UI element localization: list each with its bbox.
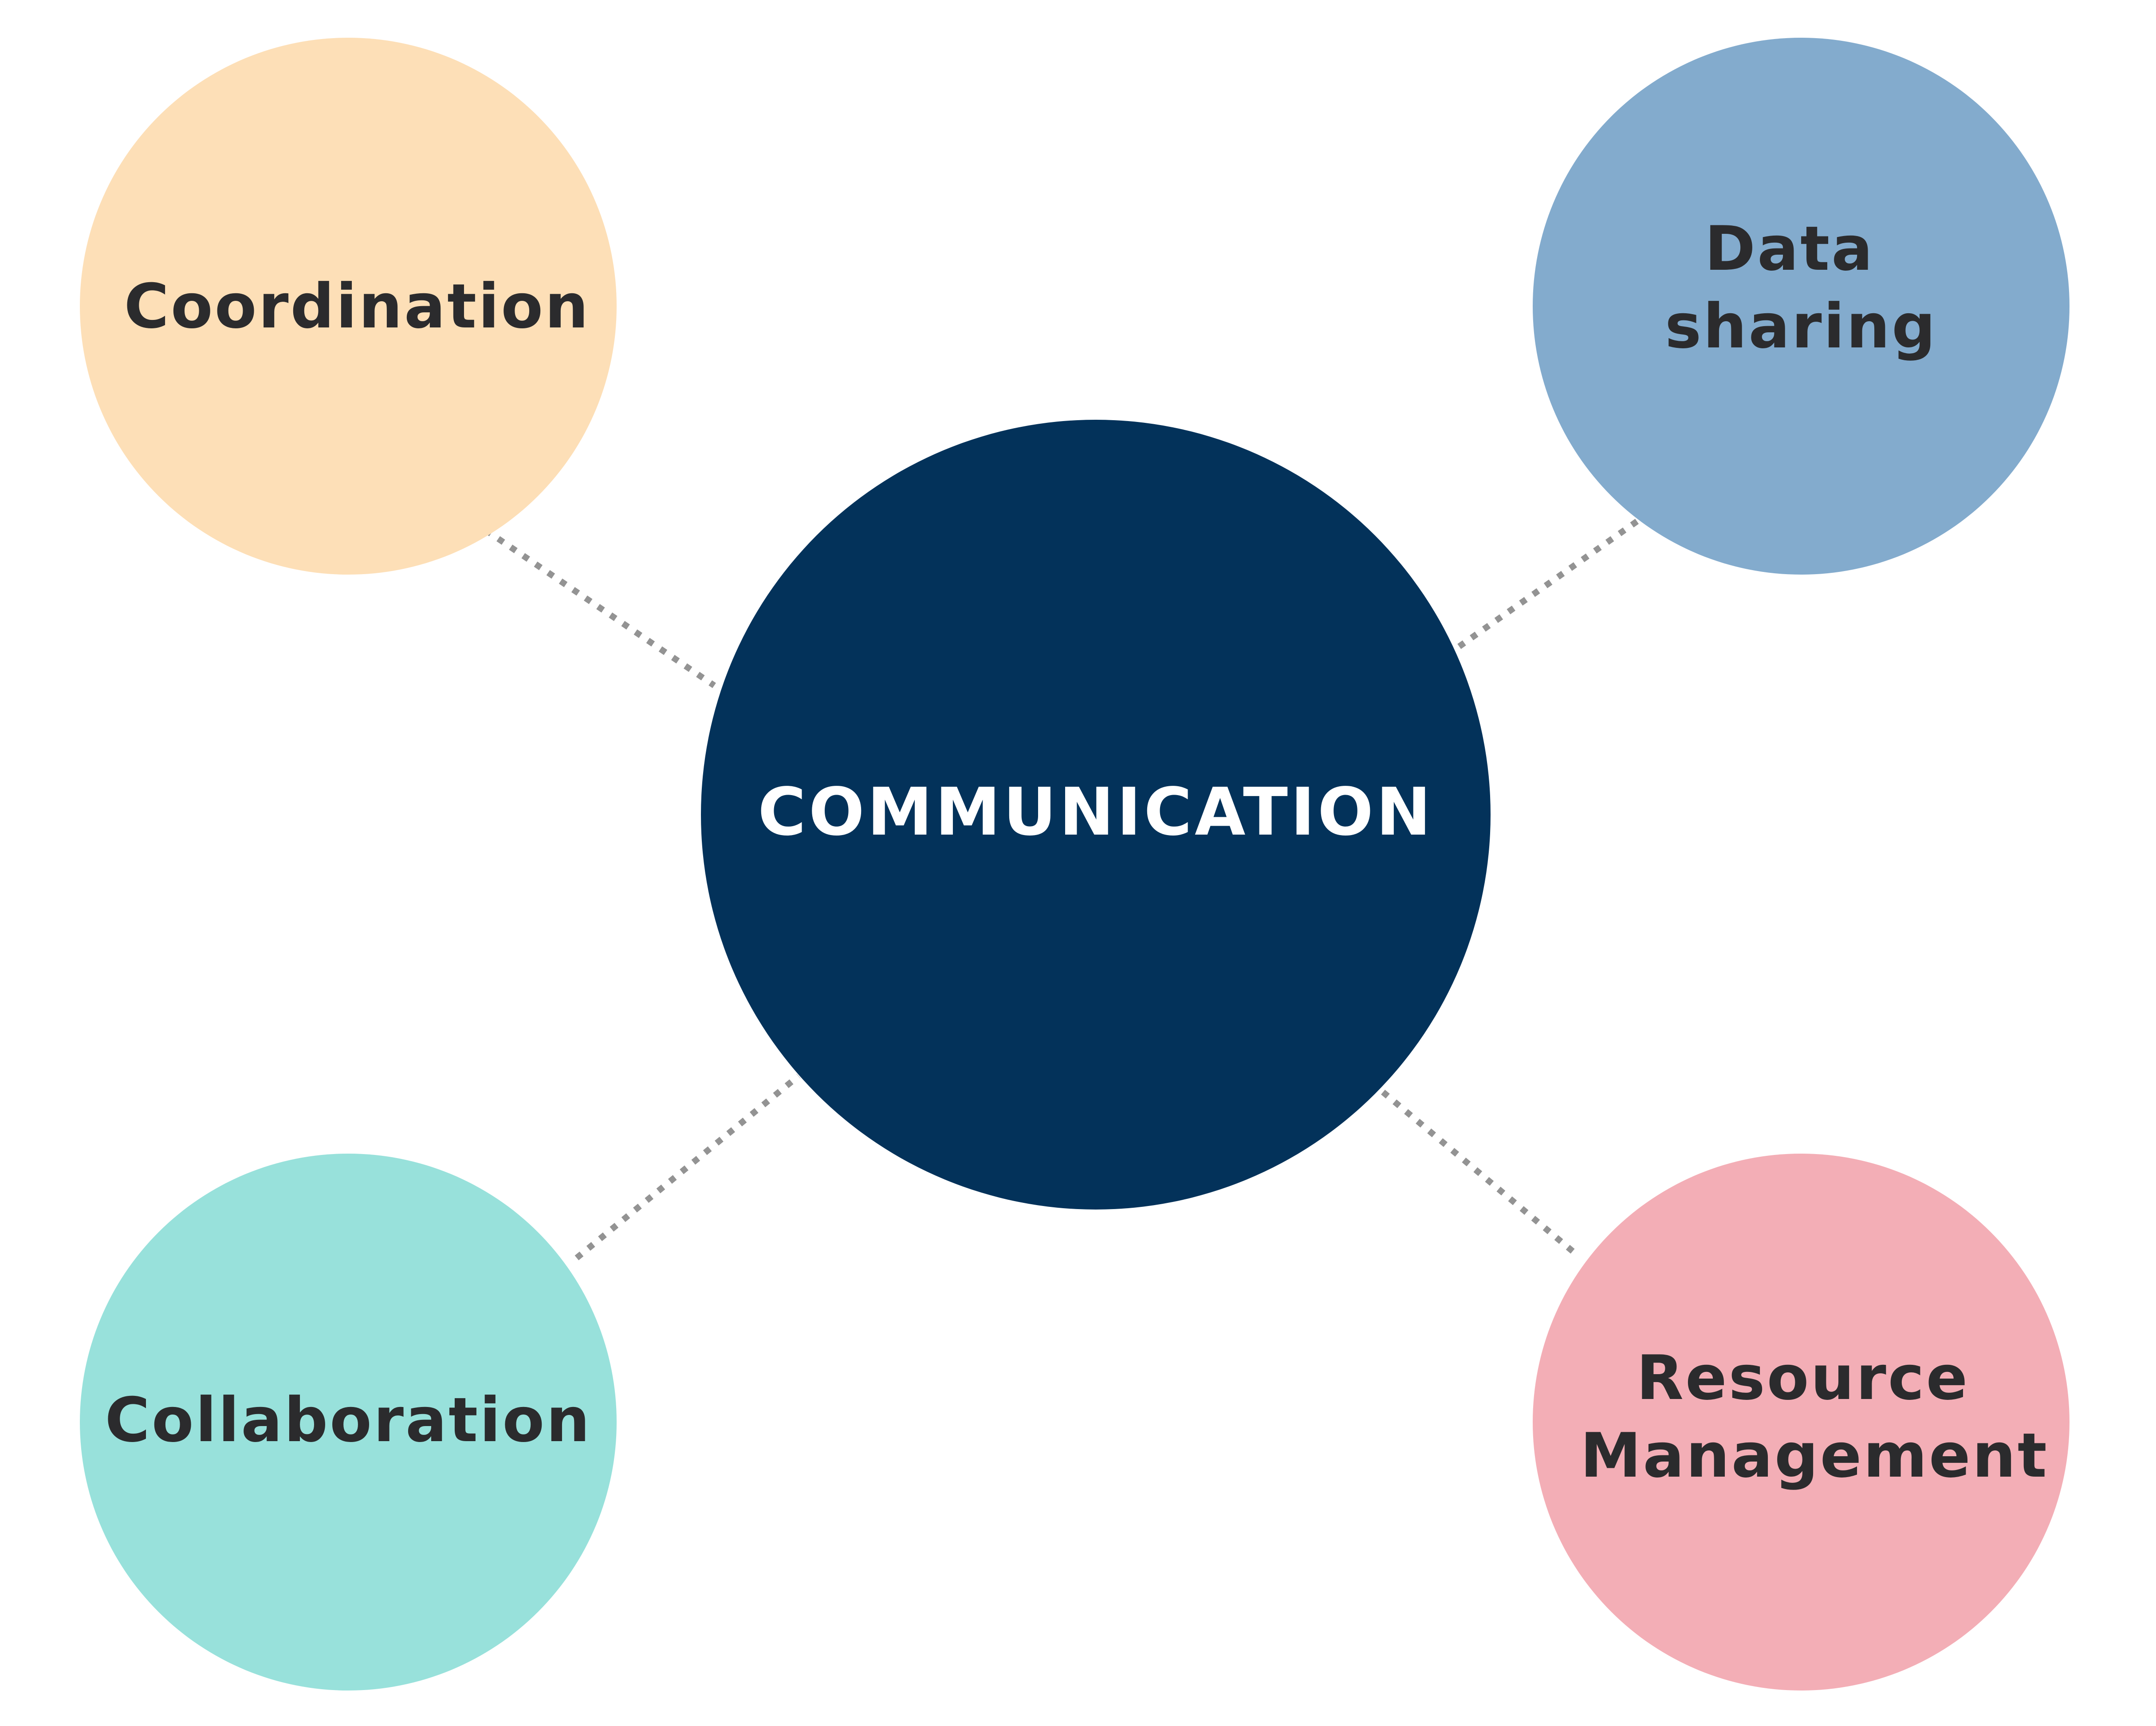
resource-management-label: Resource Management: [1580, 1342, 2049, 1491]
coordination-label-line-1: Coordination: [124, 271, 590, 342]
coordination-label: Coordination: [124, 271, 590, 342]
collaboration-circle: [80, 1154, 617, 1691]
resource-management-label-line-1: Resource: [1637, 1342, 1970, 1414]
data-sharing-label-line-2: sharing: [1665, 291, 1937, 362]
node-resource-management: Resource Management: [1533, 1154, 2069, 1691]
node-coordination: Coordination: [80, 38, 617, 575]
data-sharing-label: Data sharing: [1665, 213, 1937, 362]
data-sharing-circle: [1533, 38, 2069, 575]
connectors: [484, 519, 1639, 1261]
connector-data-sharing: [1455, 519, 1639, 650]
data-sharing-label-line-1: Data: [1705, 213, 1875, 284]
resource-management-circle: [1533, 1154, 2069, 1691]
connector-collaboration: [574, 1073, 801, 1261]
resource-management-label-line-2: Management: [1580, 1420, 2049, 1491]
collaboration-label: Collaboration: [105, 1384, 592, 1456]
collaboration-label-line-1: Collaboration: [105, 1384, 592, 1456]
hub-circle: [701, 420, 1491, 1210]
hub-node: COMMUNICATION: [701, 420, 1491, 1210]
node-collaboration: Collaboration: [80, 1154, 617, 1691]
connector-coordination: [484, 528, 716, 688]
node-data-sharing: Data sharing: [1533, 38, 2069, 575]
coordination-circle: [80, 38, 617, 575]
hub-label: COMMUNICATION: [758, 774, 1433, 850]
connector-resource-management: [1377, 1087, 1575, 1254]
